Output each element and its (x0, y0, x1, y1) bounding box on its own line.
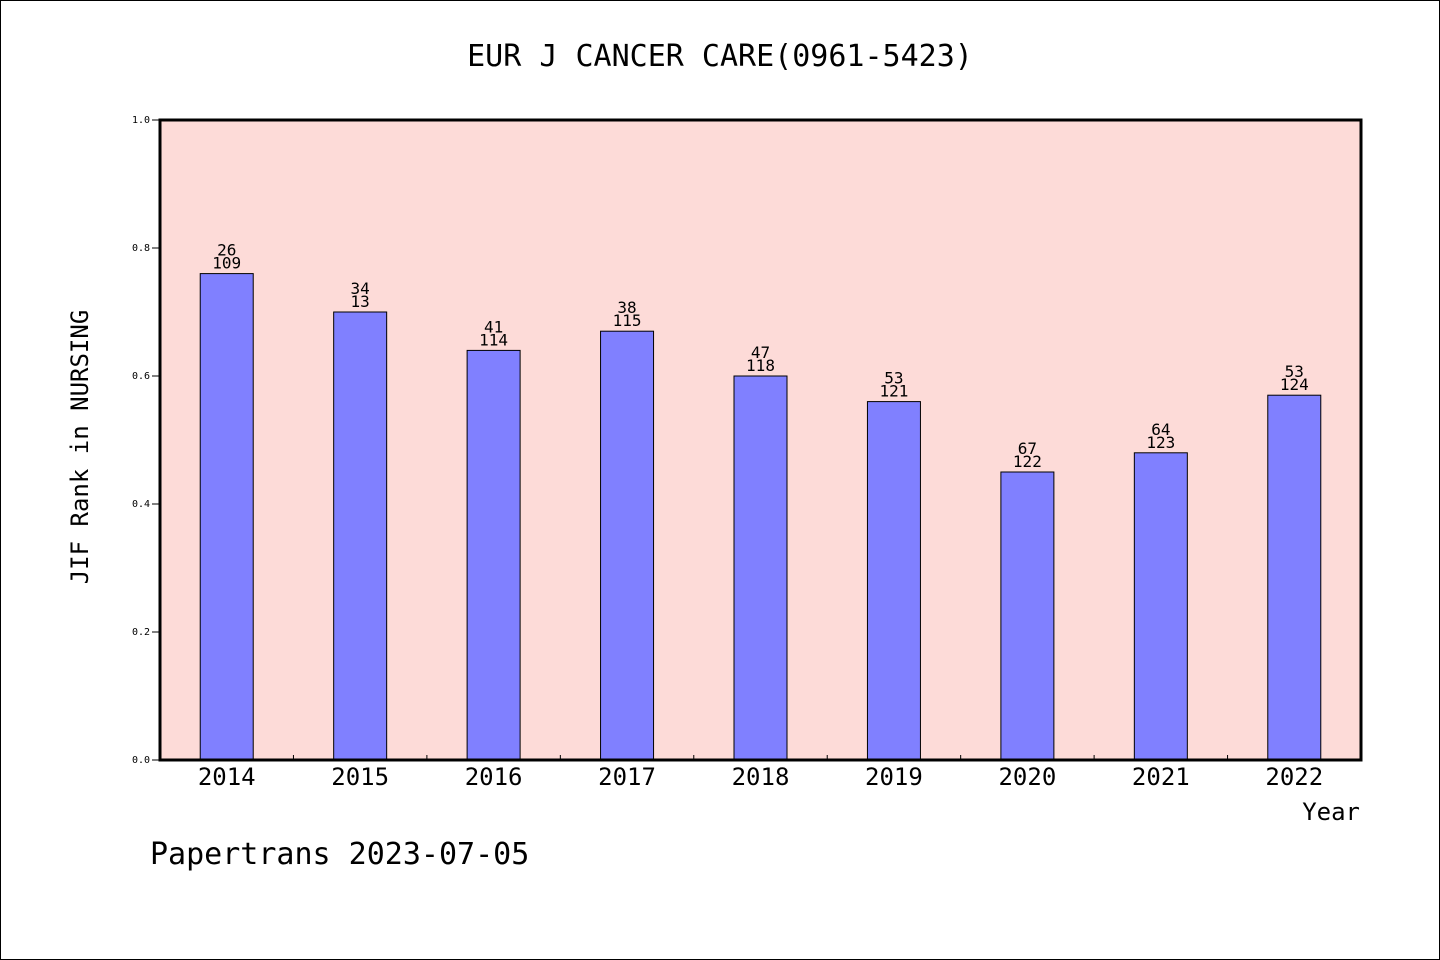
bars-group: 2610934134111438115471185312167122641235… (199, 241, 1322, 761)
y-tick-label-0.4: 0.4 (132, 499, 150, 510)
x-tick-label-2015: 2015 (331, 763, 389, 791)
bar-2022 (1267, 394, 1322, 761)
y-tick-label-1.0: 1.0 (132, 115, 150, 126)
x-tick-label-2017: 2017 (598, 763, 656, 791)
y-tick-label-0.2: 0.2 (132, 627, 150, 638)
data-label-bottom-2020: 122 (1013, 452, 1042, 471)
data-label-top-2021: 64 (1151, 420, 1170, 439)
data-label-bottom-2021: 123 (1146, 433, 1175, 452)
data-label-top-2016: 41 (484, 317, 503, 336)
x-tick-label-2016: 2016 (465, 763, 523, 791)
data-label-bottom-2022: 124 (1280, 375, 1309, 394)
bar-2020 (1000, 471, 1055, 761)
data-label-bottom-2017: 115 (613, 311, 642, 330)
axis-ticks: 2014 2015 2016 2017 2018 2019 2020 2021 2022 0.0 0… (132, 115, 1323, 791)
data-label-bottom-2014: 109 (212, 254, 241, 273)
bar-2017 (600, 330, 655, 761)
x-tick-label-2021: 2021 (1132, 763, 1190, 791)
data-label-top-2017: 38 (617, 298, 636, 317)
bar-2018 (733, 375, 788, 761)
data-label-top-2020: 67 (1018, 439, 1037, 458)
y-tick-label-0.8: 0.8 (132, 243, 150, 254)
chart-title: EUR J CANCER CARE(0961-5423) (467, 39, 973, 74)
data-label-bottom-2016: 114 (479, 330, 508, 349)
plot-border (158, 118, 1363, 762)
bar-2016 (466, 349, 521, 761)
x-tick-label-2014: 2014 (198, 763, 256, 791)
bar-2021 (1133, 452, 1188, 761)
data-label-top-2015: 34 (351, 279, 370, 298)
bar-2014 (199, 273, 254, 761)
data-label-bottom-2015: 13 (351, 292, 370, 311)
bar-2019 (866, 401, 921, 761)
y-tick-label-0.6: 0.6 (132, 371, 150, 382)
x-tick-label-2022: 2022 (1265, 763, 1323, 791)
x-tick-label-2020: 2020 (998, 763, 1056, 791)
y-axis-label: JIF Rank in NURSING (66, 310, 94, 585)
bar-2015 (333, 311, 388, 761)
data-label-bottom-2018: 118 (746, 356, 775, 375)
footer-text: Papertrans 2023-07-05 (150, 837, 529, 872)
data-label-top-2019: 53 (884, 369, 903, 388)
y-tick-label-0.0: 0.0 (132, 755, 150, 766)
x-tick-label-2018: 2018 (732, 763, 790, 791)
x-tick-label-2019: 2019 (865, 763, 923, 791)
data-label-top-2018: 47 (751, 343, 770, 362)
data-label-top-2014: 26 (217, 241, 236, 260)
data-label-top-2022: 53 (1285, 362, 1304, 381)
data-label-bottom-2019: 121 (879, 382, 908, 401)
x-axis-label: Year (1302, 798, 1360, 826)
